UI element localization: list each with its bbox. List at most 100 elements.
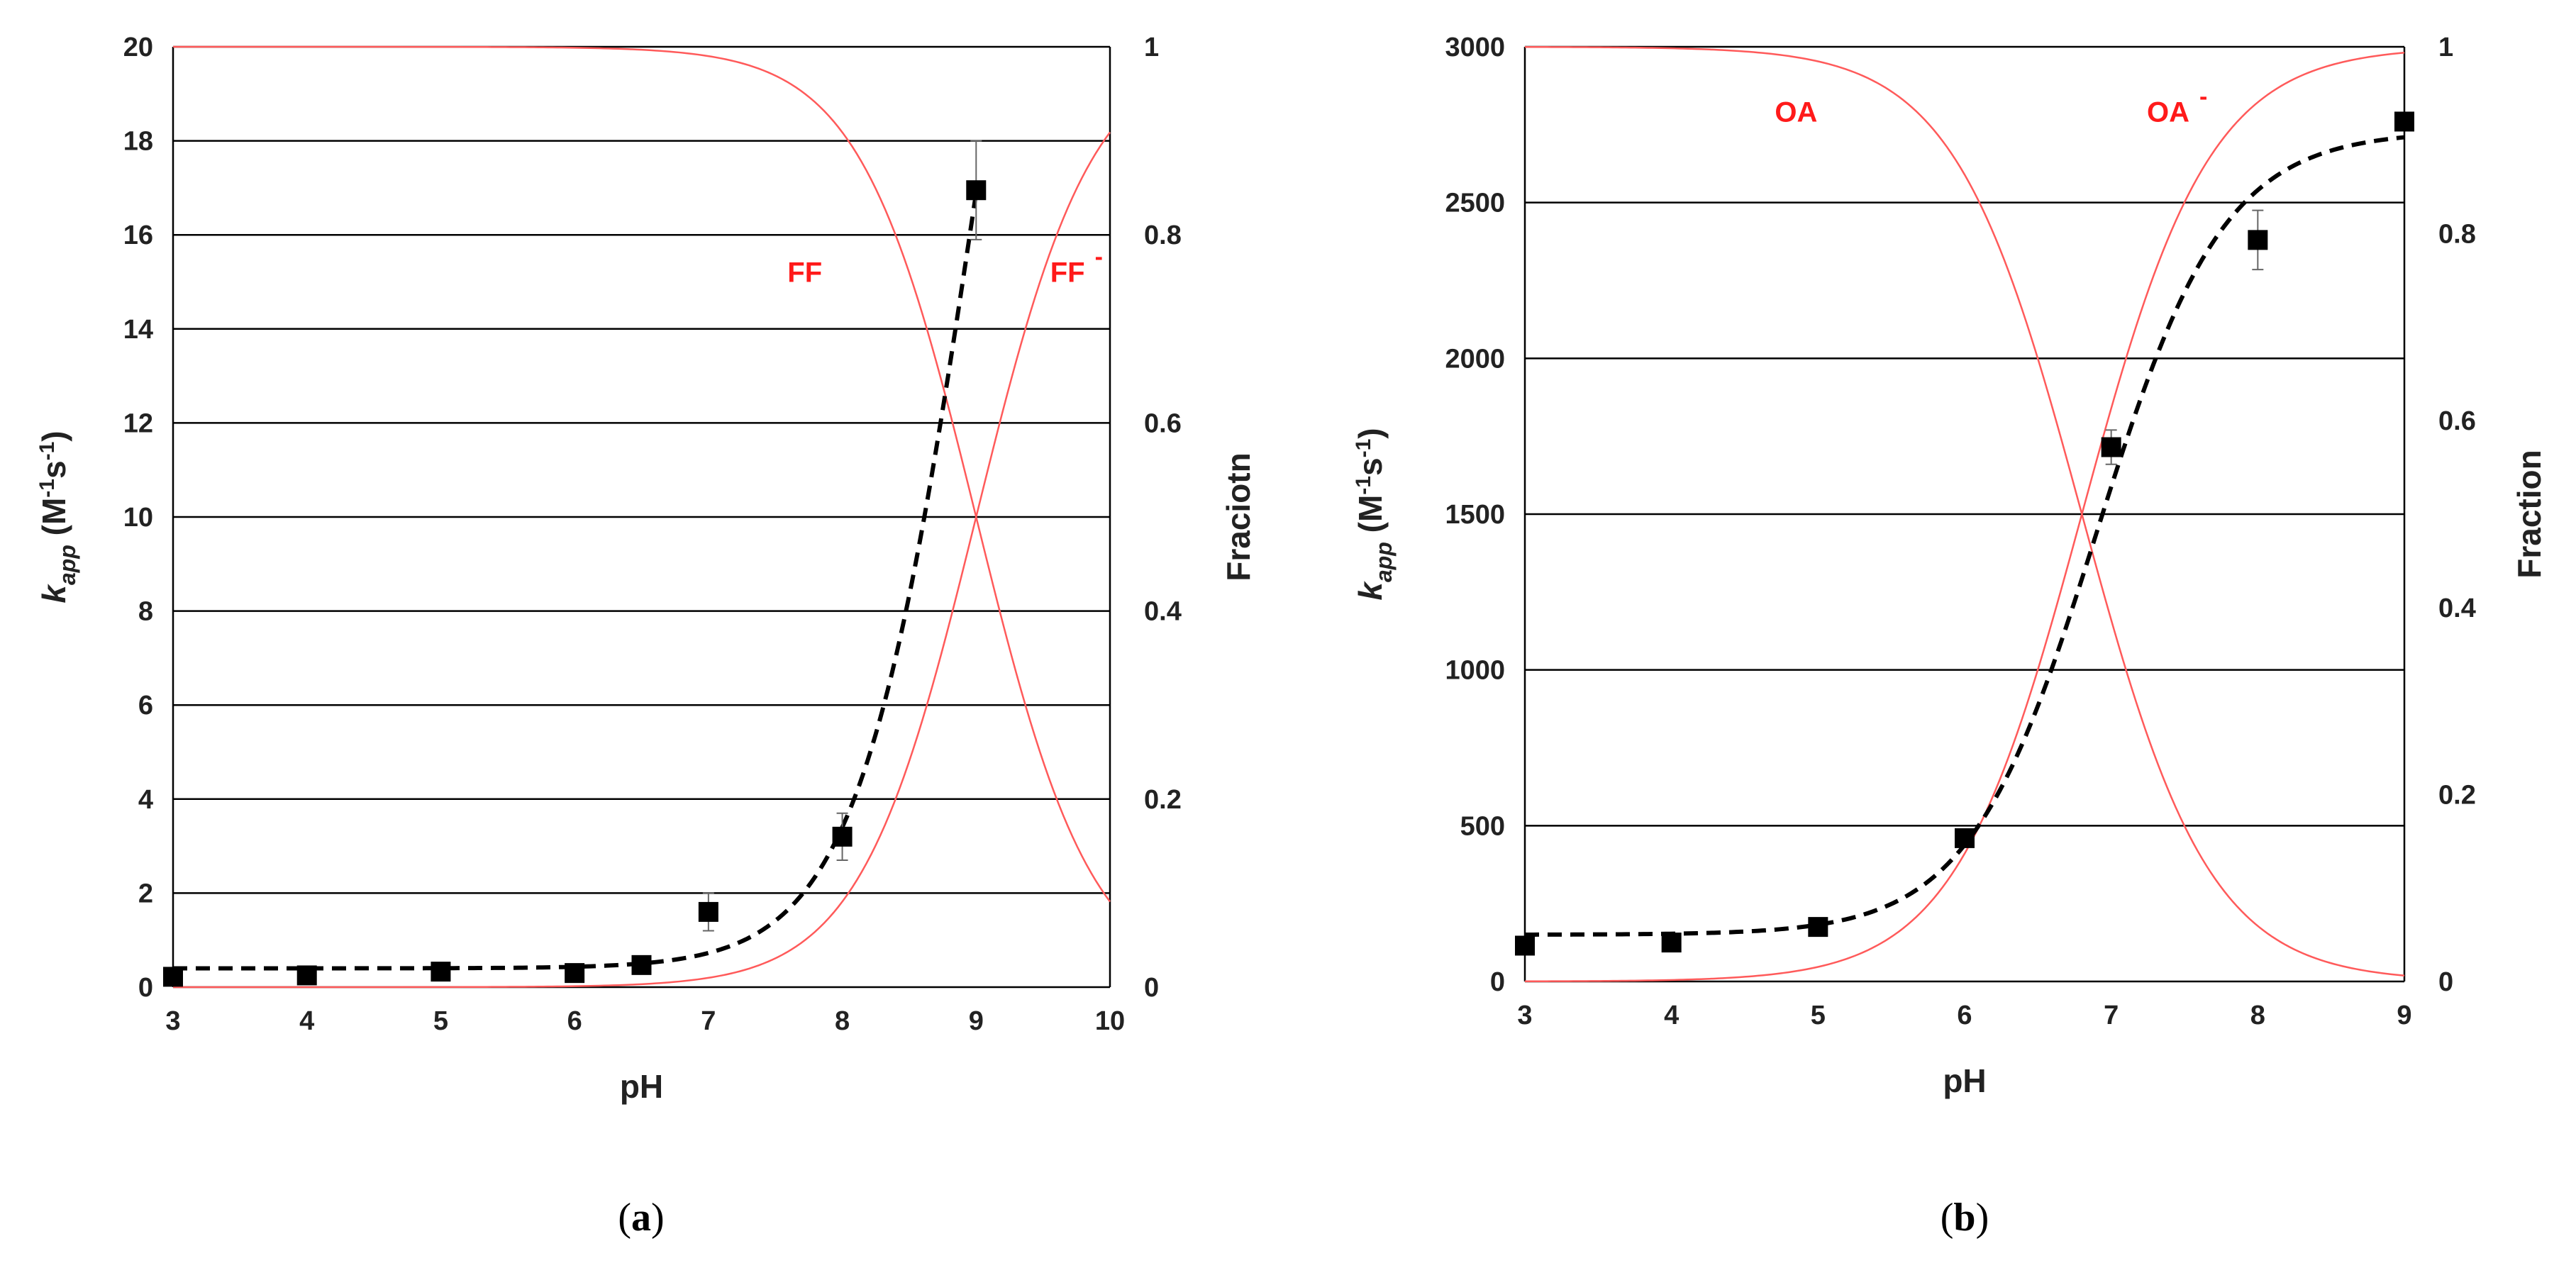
panel-label-paren: ) xyxy=(1976,1196,1989,1240)
y-tick-label: 1000 xyxy=(1445,656,1505,686)
y-axis-title-part: k xyxy=(1352,581,1389,601)
y2-axis-title: Fraction xyxy=(2511,450,2548,578)
data-point xyxy=(832,826,853,847)
y2-tick-label: 1 xyxy=(1144,33,1159,62)
y2-tick-label: 0 xyxy=(1144,973,1159,1003)
y-axis-title-part: (M xyxy=(35,498,72,545)
y-tick-label: 2500 xyxy=(1445,189,1505,218)
y2-tick-label: 0.8 xyxy=(1144,221,1182,250)
y2-axis-title: Fraciotn xyxy=(1220,452,1257,581)
y-tick-label: 2000 xyxy=(1445,344,1505,374)
y-tick-label: 16 xyxy=(123,221,153,250)
y-tick-label: 500 xyxy=(1460,811,1505,841)
species-annotation-charge: - xyxy=(1095,244,1103,271)
data-point xyxy=(1955,828,1975,848)
data-point xyxy=(631,955,652,975)
species-annotation-charge: - xyxy=(2199,83,2207,110)
y-tick-label: 3000 xyxy=(1445,33,1505,62)
y-tick-label: 20 xyxy=(123,33,153,62)
y-tick-label: 18 xyxy=(123,127,153,157)
y2-tick-label: 1 xyxy=(2438,33,2453,62)
y-axis-title-part: ) xyxy=(35,430,72,441)
panel-label: (a) xyxy=(618,1196,664,1240)
data-point xyxy=(1661,933,1682,953)
fit-curve xyxy=(1524,135,2405,937)
y-axis-title-part: -1 xyxy=(35,479,59,498)
data-point xyxy=(2394,111,2414,132)
y-axis-title-part: app xyxy=(55,545,80,585)
panel-label-letter: b xyxy=(1953,1196,1975,1240)
x-tick-label: 9 xyxy=(969,1006,984,1036)
y-tick-label: 8 xyxy=(138,597,153,627)
y-tick-label: 1500 xyxy=(1445,500,1505,530)
y2-tick-label: 0.4 xyxy=(1144,597,1182,627)
panel-a: 3 4 5 6 7 8 9 10 0 2 4 6 8 10 12 14 16 18 20 0 0.2 0.4 0.6 0.8 1… xyxy=(35,33,1257,1240)
fraction-curve-acid xyxy=(1524,45,2405,977)
y2-tick-label: 0 xyxy=(2438,967,2453,997)
data-point xyxy=(1808,917,1828,937)
y-axis-title-part: s xyxy=(1352,457,1389,476)
panel-b: 3 4 5 6 7 8 905001000150020002500300000.20.40.… xyxy=(1352,33,2548,1240)
y2-tick-label: 0.2 xyxy=(1144,785,1182,815)
data-point xyxy=(698,901,718,922)
fraction-curve-base xyxy=(173,131,1111,989)
y2-tick-label: 0.2 xyxy=(2438,780,2476,810)
x-tick-label: 9 xyxy=(2397,1001,2411,1030)
x-tick-label: 3 xyxy=(1517,1001,1532,1030)
y2-tick-label: 0.6 xyxy=(1144,408,1182,438)
data-point xyxy=(2248,230,2268,250)
data-point xyxy=(565,963,585,984)
y2-tick-label: 0.8 xyxy=(2438,220,2476,250)
y-tick-label: 4 xyxy=(138,785,153,815)
data-point xyxy=(2101,437,2121,457)
x-tick-label: 10 xyxy=(1095,1006,1125,1036)
fraction-curve-base xyxy=(1524,52,2405,983)
x-tick-label: 4 xyxy=(1664,1001,1679,1030)
panel-label-letter: a xyxy=(631,1196,651,1240)
fit-curve xyxy=(173,192,979,971)
y2-tick-label: 0.6 xyxy=(2438,406,2476,436)
panel-label: (b) xyxy=(1941,1196,1989,1240)
data-point xyxy=(431,962,451,982)
y-axis-title-part: ) xyxy=(1352,428,1389,438)
panel-label-paren: ) xyxy=(651,1196,665,1240)
y-tick-label: 0 xyxy=(138,973,153,1003)
y-tick-label: 0 xyxy=(1490,967,1505,997)
y-axis-title-part: k xyxy=(35,584,72,603)
data-point xyxy=(966,180,987,201)
data-point xyxy=(1515,935,1535,956)
x-tick-label: 6 xyxy=(567,1006,582,1036)
data-point xyxy=(163,967,183,987)
x-axis-title: pH xyxy=(620,1068,663,1105)
y-axis-title-part: (M xyxy=(1352,495,1389,542)
x-tick-label: 4 xyxy=(299,1006,314,1036)
y-axis-title: kapp (M-1s-1) xyxy=(1352,428,1397,600)
data-point xyxy=(296,965,317,986)
panel-label-paren: ( xyxy=(1941,1196,1954,1240)
x-tick-label: 8 xyxy=(835,1006,850,1036)
x-tick-label: 6 xyxy=(1957,1001,1972,1030)
y-tick-label: 14 xyxy=(123,315,153,345)
x-tick-label: 8 xyxy=(2250,1001,2265,1030)
y-axis-title: kapp (M-1s-1) xyxy=(35,430,80,603)
y2-tick-label: 0.4 xyxy=(2438,594,2476,623)
y-axis-title-part: app xyxy=(1371,542,1397,582)
fraction-curve-acid xyxy=(173,45,1111,903)
x-tick-label: 7 xyxy=(2104,1001,2119,1030)
y-axis-title-part: -1 xyxy=(35,442,59,461)
y-axis-title-part: s xyxy=(35,460,72,479)
panel-label-paren: ( xyxy=(618,1196,631,1240)
y-tick-label: 12 xyxy=(123,408,153,438)
species-annotation: FF xyxy=(787,257,822,289)
x-tick-label: 5 xyxy=(1811,1001,1826,1030)
y-tick-label: 10 xyxy=(123,503,153,533)
species-annotation: FF - xyxy=(1050,244,1103,289)
y-axis-title-part: -1 xyxy=(1352,476,1375,495)
x-axis-title: pH xyxy=(1943,1062,1986,1099)
y-tick-label: 6 xyxy=(138,691,153,720)
x-tick-label: 7 xyxy=(701,1006,716,1036)
species-annotation: OA xyxy=(1775,96,1817,128)
x-tick-label: 3 xyxy=(165,1006,180,1036)
y-axis-title-part: -1 xyxy=(1352,439,1375,458)
